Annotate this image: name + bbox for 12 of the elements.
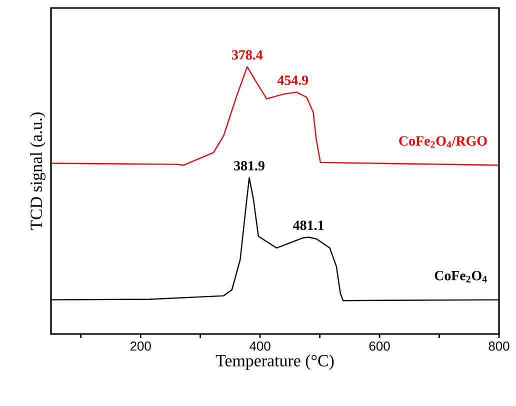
x-axis-title: Temperature (°C)	[216, 354, 334, 370]
x-tick-label: 200	[130, 342, 151, 351]
x-tick-label: 400	[250, 342, 270, 351]
x-tick-label: 600	[369, 342, 390, 351]
annotation: 454.9	[277, 76, 308, 85]
series-label: CoFe$_{2}$O$_{4}$/RGO	[399, 136, 487, 148]
y-axis-title: TCD signal (a.u.)	[30, 112, 46, 230]
annotation: 378.4	[232, 50, 263, 60]
annotation: 481.1	[293, 220, 324, 230]
series-label: CoFe$_{2}$O$_{4}$	[434, 270, 487, 282]
annotation: 381.9	[234, 161, 264, 171]
x-tick-label: 800	[488, 342, 510, 351]
